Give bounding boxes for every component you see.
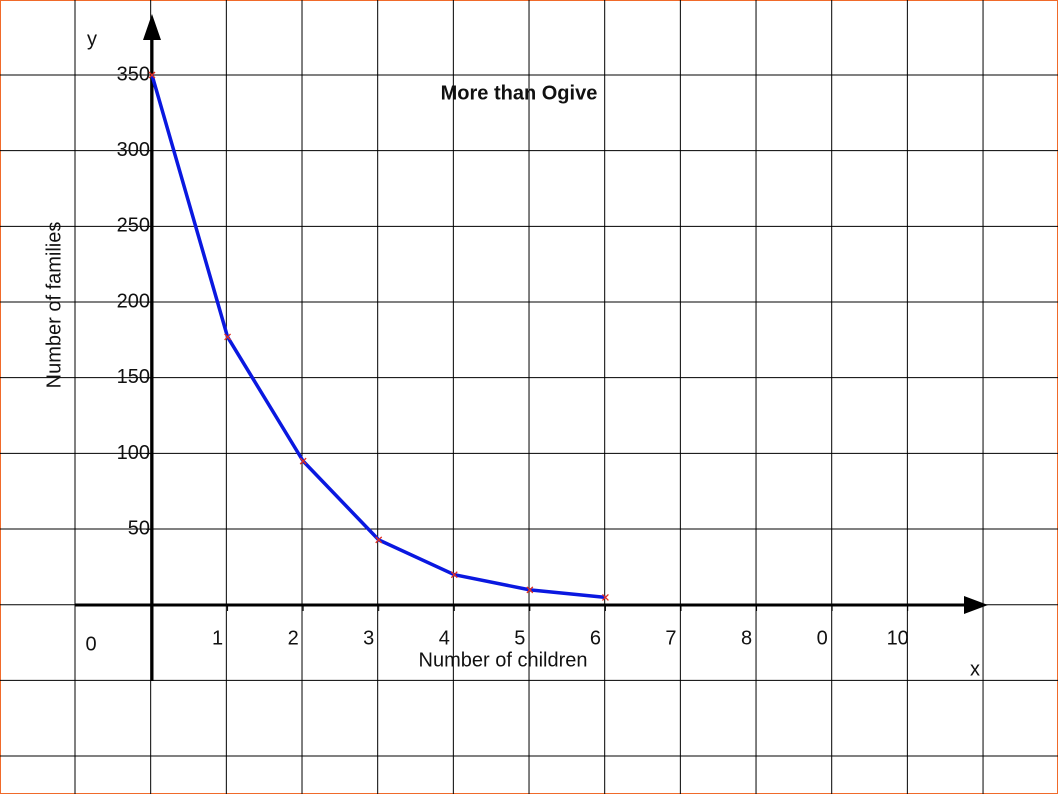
y-axis-name: y <box>87 28 97 50</box>
chart-title: More than Ogive <box>441 82 598 104</box>
x-tick-label: 2 <box>288 627 299 649</box>
data-point <box>224 333 232 341</box>
y-tick-label: 350 <box>117 63 150 85</box>
data-point <box>299 457 307 465</box>
x-tick-label: 4 <box>439 627 450 649</box>
y-axis-arrow <box>143 14 161 40</box>
x-tick-label: 8 <box>741 627 752 649</box>
y-tick-label: 150 <box>117 366 150 388</box>
y-tick-label: 300 <box>117 139 150 161</box>
x-tick-label: 0 <box>85 633 96 655</box>
data-point <box>450 571 458 579</box>
data-point <box>148 71 156 79</box>
x-tick-label: 1 <box>212 627 223 649</box>
x-tick-label: 5 <box>514 627 525 649</box>
y-tick-label: 100 <box>117 442 150 464</box>
y-tick-label: 200 <box>117 290 150 312</box>
x-tick-label: 10 <box>887 627 909 649</box>
x-tick-label: 7 <box>665 627 676 649</box>
y-tick-label: 50 <box>128 518 150 540</box>
data-point <box>601 593 609 601</box>
x-axis-label: Number of children <box>419 649 588 671</box>
data-point <box>375 536 383 544</box>
x-axis-arrow <box>964 596 988 614</box>
data-point <box>526 586 534 594</box>
x-tick-label: 0 <box>817 627 828 649</box>
x-tick-label: 3 <box>363 627 374 649</box>
x-axis-name: x <box>970 658 980 680</box>
y-tick-label: 250 <box>117 215 150 237</box>
y-axis-label: Number of families <box>43 222 65 389</box>
x-tick-label: 6 <box>590 627 601 649</box>
